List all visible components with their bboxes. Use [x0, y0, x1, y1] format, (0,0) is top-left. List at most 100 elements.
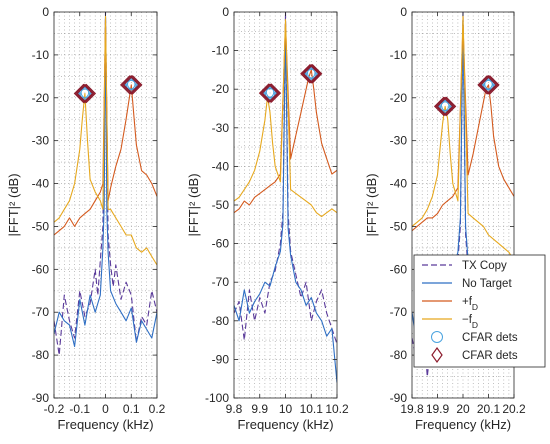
- series-line--f-d: [234, 19, 337, 218]
- x-tick-label: 10: [279, 402, 293, 416]
- series-line--f-d: [54, 15, 157, 266]
- legend-box: [413, 254, 546, 368]
- legend-label-subscript: D: [472, 320, 478, 330]
- series-line--f-d: [412, 15, 514, 262]
- cfar-diamond-marker: [121, 75, 142, 95]
- y-tick-label: 0: [222, 5, 229, 19]
- subplot-1: -0.2 -0.1 0 0.1 0.2 -90 -80 -70 -60 -50 -40 -30 -20 -…: [6, 5, 166, 432]
- y-tick-label: -40: [212, 159, 230, 173]
- legend-entry-cc: CFAR dets: [431, 331, 518, 344]
- y-tick-label: -30: [32, 134, 50, 148]
- y-tick-label: -10: [32, 48, 50, 62]
- y-tick-label: -50: [212, 198, 230, 212]
- y-tick-label: -80: [32, 348, 50, 362]
- x-axis-label: Frequency (kHz): [415, 417, 511, 432]
- x-tick-label: 0.1: [123, 402, 140, 416]
- cfar-diamond-marker: [301, 64, 322, 84]
- x-tick-label: 20.2: [502, 402, 526, 416]
- x-tick-label: 10.1: [300, 402, 324, 416]
- x-tick-label: -0.1: [69, 402, 90, 416]
- legend-entry-nt: No Target: [422, 278, 512, 290]
- subplot-2: 9.8 9.9 10 10.1 10.2-100-90-80-70-60-50-40-3…: [186, 5, 349, 432]
- x-tick-label: 10.2: [325, 402, 349, 416]
- y-tick-label: -90: [212, 352, 230, 366]
- y-tick-label: -10: [212, 44, 230, 58]
- legend-label: TX Copy: [462, 260, 507, 272]
- cfar-detections: [258, 64, 323, 103]
- x-tick-label: 20.1: [477, 402, 501, 416]
- series-line--f-d: [412, 24, 514, 232]
- legend-label: CFAR dets: [462, 350, 518, 362]
- subplot-3: 19.8 19.9 20 20.1 20.2 -90 -80 -70 -60 -50 -40 -30 -…: [364, 5, 526, 432]
- y-axis-label: |FFT|² (dB): [186, 173, 201, 236]
- cfar-diamond-marker: [76, 83, 97, 104]
- y-tick-label: -20: [390, 91, 408, 105]
- y-tick-label: 0: [400, 5, 407, 19]
- cfar-diamond-marker: [73, 83, 94, 104]
- x-tick-label: 19.8: [400, 402, 424, 416]
- y-tick-label: -40: [32, 177, 50, 191]
- y-axis-label: |FFT|² (dB): [364, 173, 379, 236]
- x-tick-label: 9.8: [226, 402, 243, 416]
- x-tick-label: 9.9: [251, 402, 268, 416]
- x-tick-label: 0: [102, 402, 109, 416]
- legend-diamond-icon: [431, 346, 443, 364]
- y-tick-label: -20: [32, 91, 50, 105]
- y-tick-label: -70: [390, 305, 408, 319]
- cfar-diamond-marker: [436, 96, 457, 117]
- cfar-diamond-marker: [478, 75, 499, 95]
- y-tick-label: -80: [390, 348, 408, 362]
- y-tick-label: -60: [212, 237, 230, 251]
- series-group: [54, 12, 157, 356]
- y-tick-label: -100: [205, 391, 229, 405]
- legend-label: No Target: [462, 278, 512, 290]
- legend-label-subscript: D: [472, 302, 478, 312]
- y-tick-label: -70: [212, 275, 230, 289]
- y-tick-label: -90: [32, 391, 50, 405]
- cfar-diamond-marker: [302, 64, 323, 84]
- y-tick-label: -10: [390, 48, 408, 62]
- y-tick-label: -90: [390, 391, 408, 405]
- cfar-diamond-marker: [300, 64, 320, 84]
- y-tick-label: -40: [390, 177, 408, 191]
- x-tick-label: 20: [456, 402, 470, 416]
- cfar-diamond-marker: [258, 83, 279, 103]
- legend-entry-tx: TX Copy: [422, 260, 507, 272]
- cfar-diamond-marker: [122, 75, 143, 95]
- cfar-diamond-marker: [435, 96, 455, 117]
- cfar-diamond-marker: [480, 75, 500, 95]
- cfar-detections: [433, 75, 500, 117]
- cfar-diamond-marker: [75, 83, 95, 104]
- y-tick-label: -50: [390, 219, 408, 233]
- y-tick-label: -70: [32, 305, 50, 319]
- y-tick-label: -60: [390, 262, 408, 276]
- y-tick-label: -80: [212, 314, 230, 328]
- x-tick-label: 19.9: [426, 402, 450, 416]
- cfar-diamond-marker: [120, 75, 140, 95]
- y-tick-label: -30: [212, 121, 230, 135]
- x-axis-label: Frequency (kHz): [57, 417, 153, 432]
- series-line--f-d: [234, 23, 337, 214]
- legend-entry-cd: CFAR dets: [431, 346, 518, 364]
- x-tick-label: 0.2: [149, 402, 166, 416]
- cfar-diamond-marker: [477, 75, 497, 95]
- series-group: [234, 12, 337, 383]
- y-axis-label: |FFT|² (dB): [6, 173, 21, 236]
- y-tick-label: -50: [32, 219, 50, 233]
- legend-circle-icon: [431, 331, 443, 343]
- y-tick-label: 0: [42, 5, 49, 19]
- cfar-detections: [73, 75, 143, 104]
- series-line-tx-copy: [234, 12, 337, 345]
- grid: [54, 12, 157, 398]
- x-axis-label: Frequency (kHz): [237, 417, 333, 432]
- cfar-diamond-marker: [260, 83, 280, 103]
- x-tick-label: -0.2: [44, 402, 65, 416]
- legend-label: CFAR dets: [462, 332, 518, 344]
- cfar-diamond-marker: [261, 83, 282, 103]
- y-tick-label: -20: [212, 82, 230, 96]
- y-tick-label: -60: [32, 262, 50, 276]
- y-tick-label: -30: [390, 134, 408, 148]
- cfar-diamond-marker: [433, 96, 454, 117]
